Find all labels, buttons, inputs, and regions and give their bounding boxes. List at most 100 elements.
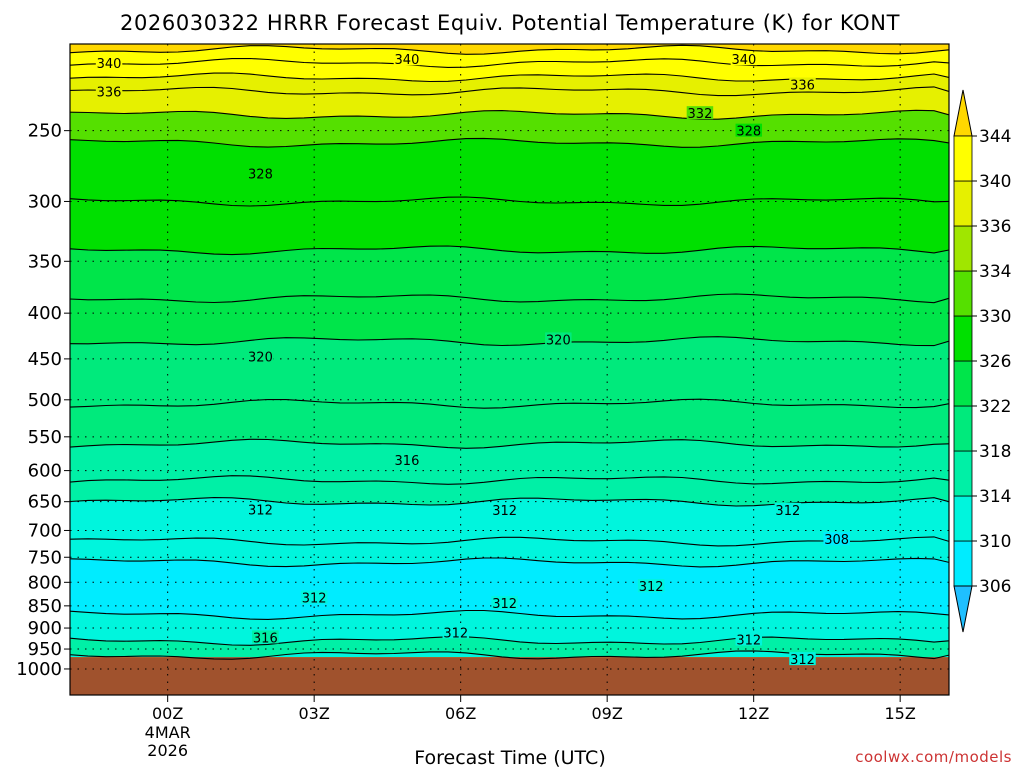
colorbar-label: 336 <box>979 217 1011 237</box>
contour-label-bg <box>252 630 279 644</box>
contour-label: 316 <box>253 631 278 646</box>
colorbar-label: 306 <box>979 577 1011 597</box>
contour-line <box>70 109 949 120</box>
contour-line <box>70 557 949 568</box>
contour-line <box>70 636 949 646</box>
contour-label: 308 <box>824 533 849 548</box>
colorbar-label: 344 <box>979 127 1011 147</box>
colorbar: 306 310 314 318 322 326 330 334 336 340 344 <box>953 89 1011 633</box>
contour-label: 316 <box>395 454 420 469</box>
contour-label: 332 <box>688 107 713 122</box>
contour-line <box>70 536 949 547</box>
contour-label: 312 <box>248 503 273 518</box>
color-band <box>70 336 949 409</box>
contour-label-bg <box>735 632 763 646</box>
contour-line <box>70 196 949 207</box>
y-tick-label: 900 <box>28 618 62 639</box>
contour-label-bg <box>247 349 274 363</box>
contour-label-bg <box>95 84 123 98</box>
contour-label: 340 <box>731 53 756 68</box>
contour-line <box>70 293 949 304</box>
contour-label: 312 <box>736 634 761 649</box>
contour-label-bg <box>823 532 850 546</box>
x-tick-sublabel: 4MAR <box>145 723 191 742</box>
contour-label: 312 <box>775 504 800 519</box>
contour-line <box>70 398 949 409</box>
watermark: coolwx.com/models <box>855 748 1012 766</box>
contour-line <box>70 245 949 256</box>
color-band <box>70 439 949 485</box>
contour-line <box>70 86 949 97</box>
colorbar-label: 310 <box>979 532 1011 552</box>
contour-label-bg <box>491 596 518 610</box>
contour-label: 328 <box>248 167 273 182</box>
contour-label: 340 <box>395 53 420 68</box>
contour-label: 312 <box>790 653 815 668</box>
contour-label-bg <box>442 625 470 639</box>
contour-line <box>70 336 949 347</box>
contour-lines <box>70 44 949 660</box>
color-band <box>70 73 949 96</box>
x-tick-label: 12Z <box>738 704 769 723</box>
color-band <box>70 197 949 255</box>
color-band <box>70 497 949 546</box>
contour-line <box>70 57 949 68</box>
contour-label-bg <box>637 579 665 593</box>
contour-label-bg <box>247 166 274 180</box>
contour-label-bg <box>393 453 421 467</box>
colorbar-label: 322 <box>979 397 1011 417</box>
contour-label: 320 <box>546 333 571 348</box>
color-band <box>70 86 949 120</box>
ground-fill <box>70 657 949 695</box>
y-tick-label: 950 <box>28 639 62 660</box>
color-band <box>70 294 949 346</box>
y-tick-label: 1000 <box>16 659 62 680</box>
contour-line <box>70 475 949 485</box>
colorbar-top-arrow <box>953 89 973 137</box>
contour-label-bg <box>789 652 816 666</box>
y-tick-label: 300 <box>28 191 62 212</box>
x-tick-label: 15Z <box>885 704 916 723</box>
contour-label-bg <box>789 77 816 91</box>
contour-label-bg <box>730 52 758 66</box>
colorbar-label: 340 <box>979 172 1011 192</box>
contour-label: 340 <box>97 57 122 72</box>
color-band <box>70 536 949 567</box>
y-tick-label: 550 <box>28 427 62 448</box>
y-tick-label: 500 <box>28 390 62 411</box>
contour-labels: 340 340 340 336 336 332 328 328 320 320 316 312 312 3… <box>95 52 850 668</box>
colorbar-bottom-arrow <box>953 585 973 633</box>
colorbar-swatch <box>953 495 973 542</box>
colorbar-label: 326 <box>979 352 1011 372</box>
y-axis: 2503003504004505005506006507007508008509… <box>16 121 70 680</box>
colorbar-swatch <box>953 270 973 317</box>
colorbar-swatch <box>953 540 973 587</box>
contour-line <box>70 609 949 620</box>
contour-label-bg <box>300 590 328 604</box>
colorbar-swatch <box>953 360 973 407</box>
x-tick-label: 09Z <box>592 704 623 723</box>
y-tick-label: 800 <box>28 572 62 593</box>
y-tick-label: 350 <box>28 251 62 272</box>
color-band <box>70 399 949 449</box>
colorbar-label: 330 <box>979 307 1011 327</box>
y-tick-label: 600 <box>28 461 62 482</box>
y-tick-label: 250 <box>28 121 62 142</box>
color-band <box>70 610 949 646</box>
color-band <box>70 138 949 206</box>
y-tick-label: 450 <box>28 349 62 370</box>
colorbar-swatch <box>953 405 973 452</box>
contour-label-bg <box>247 502 274 516</box>
contour-label: 312 <box>639 580 664 595</box>
contour-label-bg <box>393 52 421 66</box>
x-tick-label: 03Z <box>299 704 330 723</box>
colorbar-label: 318 <box>979 442 1011 462</box>
color-band <box>70 45 949 68</box>
color-band <box>70 110 949 148</box>
contour-label: 336 <box>97 85 122 100</box>
y-tick-label: 400 <box>28 303 62 324</box>
contour-label: 312 <box>302 592 327 607</box>
y-tick-label: 750 <box>28 547 62 568</box>
